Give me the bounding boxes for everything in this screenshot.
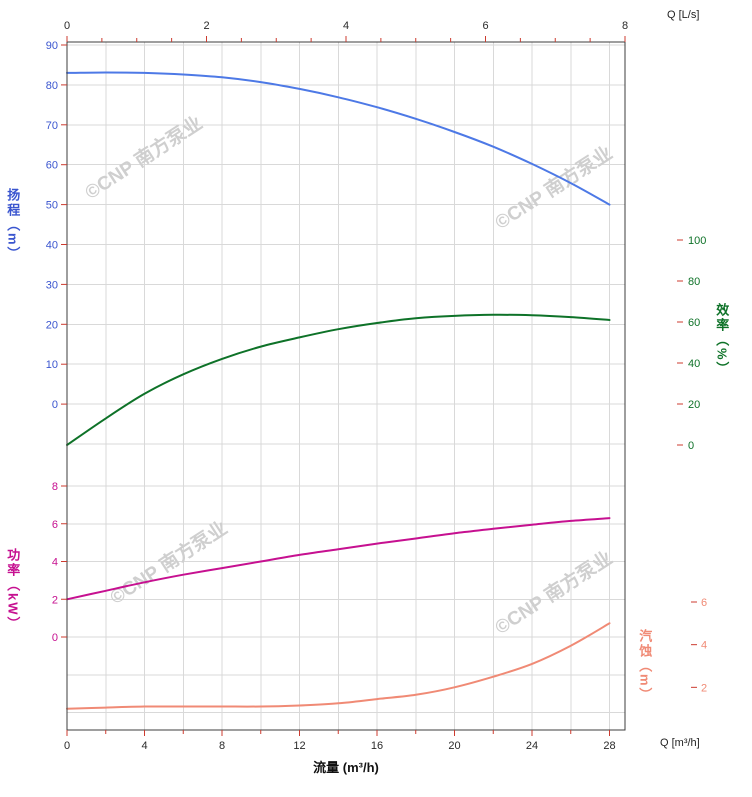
head-axis-tick-label: 50 <box>46 200 58 212</box>
efficiency-axis-tick-label: 60 <box>688 317 700 329</box>
efficiency-axis-tick-label: 0 <box>688 440 694 452</box>
head-axis-tick-label: 0 <box>52 399 58 411</box>
bottom-flow-unit-label: Q [m³/h] <box>660 737 700 749</box>
top-axis-tick-label: 0 <box>64 20 70 32</box>
watermark-text: ©CNP 南方泵业 <box>106 516 232 609</box>
efficiency-curve <box>66 313 611 446</box>
power-axis-label: 功率（kW） <box>5 548 21 632</box>
power-axis-tick-label: 2 <box>52 594 58 606</box>
top-axis-tick-label: 2 <box>203 20 209 32</box>
flow-axis-label: 流量 (m³/h) <box>313 760 379 775</box>
npsh-axis-label: 汽蚀（m） <box>637 629 653 703</box>
head-axis-tick-label: 20 <box>46 319 58 331</box>
bottom-axis-tick-label: 8 <box>219 740 225 752</box>
bottom-axis-tick-label: 4 <box>141 740 147 752</box>
bottom-axis-tick-label: 28 <box>603 740 615 752</box>
head-axis-tick-label: 70 <box>46 120 58 132</box>
bottom-axis-tick-label: 12 <box>293 740 305 752</box>
power-curve <box>66 517 611 601</box>
axes-ticks-and-numbers: 0 2 4 6 80 4 8 12 16 20 24 289080706050403020100864… <box>46 20 707 752</box>
head-axis-tick-label: 30 <box>46 279 58 291</box>
power-axis-tick-label: 8 <box>52 481 58 493</box>
top-axis-tick-label: 6 <box>482 20 488 32</box>
watermarks: ©CNP 南方泵业 ©CNP 南方泵业©CNP 南方泵业 ©CNP 南方泵业 <box>81 111 617 639</box>
bottom-axis-tick-label: 0 <box>64 740 70 752</box>
efficiency-axis-label: 效率（%） <box>714 303 730 377</box>
bottom-axis-tick-label: 24 <box>526 740 538 752</box>
head-axis-tick-label: 90 <box>46 40 58 52</box>
power-axis-tick-label: 0 <box>52 632 58 644</box>
top-axis-tick-label: 8 <box>622 20 628 32</box>
bottom-axis-tick-label: 20 <box>448 740 460 752</box>
npsh-curve <box>66 622 611 710</box>
efficiency-axis-tick-label: 100 <box>688 235 706 247</box>
head-axis-tick-label: 10 <box>46 359 58 371</box>
top-axis-tick-label: 4 <box>343 20 349 32</box>
npsh-axis-tick-label: 2 <box>701 682 707 694</box>
top-flow-unit-label: Q [L/s] <box>667 9 700 21</box>
head-axis-label: 扬程（m） <box>5 188 21 262</box>
head-axis-tick-label: 60 <box>46 160 58 172</box>
efficiency-axis-tick-label: 20 <box>688 399 700 411</box>
watermark-text: ©CNP 南方泵业 <box>491 546 617 639</box>
curves <box>66 71 611 710</box>
watermark-text: ©CNP 南方泵业 <box>491 141 617 234</box>
npsh-axis-tick-label: 6 <box>701 597 707 609</box>
npsh-axis-tick-label: 4 <box>701 640 707 652</box>
power-axis-tick-label: 4 <box>52 557 58 569</box>
head-axis-tick-label: 40 <box>46 240 58 252</box>
head-axis-tick-label: 80 <box>46 80 58 92</box>
bottom-axis-tick-label: 16 <box>371 740 383 752</box>
head-curve <box>66 71 611 206</box>
efficiency-axis-tick-label: 40 <box>688 358 700 370</box>
power-axis-tick-label: 6 <box>52 519 58 531</box>
gridlines <box>66 42 625 730</box>
efficiency-axis-tick-label: 80 <box>688 276 700 288</box>
